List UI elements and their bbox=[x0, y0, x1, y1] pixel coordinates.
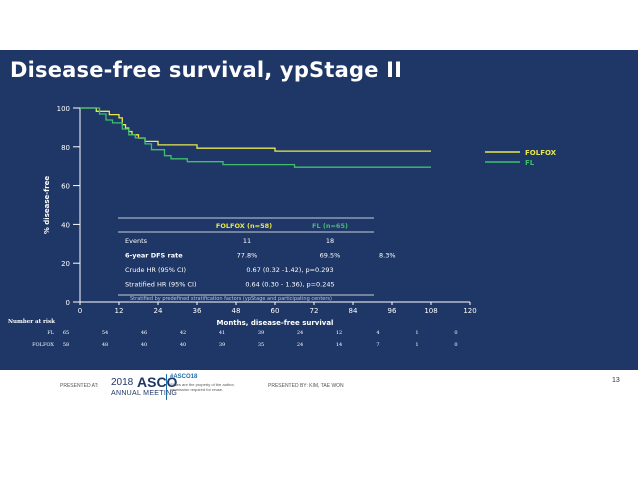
footer-divider bbox=[166, 374, 167, 400]
risk-cell: 54 bbox=[102, 330, 108, 336]
y-tick-label: 100 bbox=[57, 105, 70, 113]
table-row-label: 6-year DFS rate bbox=[125, 252, 183, 260]
dfs-difference-annotation: 8.3% bbox=[379, 252, 396, 260]
risk-cell: 0 bbox=[454, 342, 457, 348]
table-header-folfox: FOLFOX (n=58) bbox=[216, 222, 272, 230]
slide-title: Disease-free survival, ypStage II bbox=[10, 58, 403, 82]
risk-cell: 0 bbox=[454, 330, 457, 336]
x-tick-label: 108 bbox=[424, 307, 437, 315]
risk-row-label: FL bbox=[47, 330, 54, 336]
risk-cell: 14 bbox=[336, 342, 342, 348]
y-tick-label: 20 bbox=[61, 260, 70, 268]
risk-cell: 12 bbox=[336, 330, 342, 336]
table-cell-folfox: 11 bbox=[243, 237, 251, 245]
table-cell-hr: 0.67 (0.32 -1.42), p=0.293 bbox=[246, 266, 333, 274]
asco-year: 2018 bbox=[111, 377, 134, 388]
table-cell-hr: 0.64 (0.30 - 1.36), p=0.245 bbox=[245, 281, 334, 289]
table-row-label: Crude HR (95% CI) bbox=[125, 266, 186, 274]
risk-cell: 4 bbox=[376, 330, 379, 336]
risk-cell: 42 bbox=[180, 330, 186, 336]
footer: PRESENTED AT: 2018 ASCO ANNUAL MEETING #… bbox=[0, 370, 638, 408]
risk-cell: 58 bbox=[63, 342, 69, 348]
risk-cell: 1 bbox=[415, 330, 418, 336]
x-tick-label: 72 bbox=[310, 307, 319, 315]
page-number: 13 bbox=[612, 377, 620, 384]
presented-by-label: PRESENTED BY: KIM, TAE WON bbox=[268, 383, 344, 389]
y-tick-label: 0 bbox=[66, 299, 70, 307]
presented-at-label: PRESENTED AT: bbox=[60, 383, 99, 389]
risk-cell: 40 bbox=[180, 342, 186, 348]
table-row-label: Stratified HR (95% CI) bbox=[125, 281, 196, 289]
slide-panel: Disease-free survival, ypStage II 0 20 40 6… bbox=[0, 50, 638, 370]
slide-notice: Slides are the property of the author, p… bbox=[170, 382, 235, 392]
risk-cell: 24 bbox=[297, 330, 303, 336]
table-cell-folfox: 77.8% bbox=[237, 252, 258, 260]
table-cell-fl: 18 bbox=[326, 237, 334, 245]
hashtag: #ASCO18 bbox=[170, 374, 198, 380]
risk-cell: 46 bbox=[141, 330, 147, 336]
x-tick-label: 84 bbox=[349, 307, 358, 315]
y-tick-label: 60 bbox=[61, 183, 70, 191]
x-tick-label: 60 bbox=[271, 307, 280, 315]
risk-cell: 24 bbox=[297, 342, 303, 348]
x-tick-label: 36 bbox=[193, 307, 202, 315]
risk-cell: 7 bbox=[376, 342, 379, 348]
series-line-folfox bbox=[80, 107, 431, 152]
table-header-fl: FL (n=65) bbox=[312, 222, 348, 230]
table-cell-fl: 69.5% bbox=[320, 252, 341, 260]
x-axis-label: Months, disease-free survival bbox=[217, 319, 334, 327]
x-tick-label: 96 bbox=[388, 307, 397, 315]
risk-cell: 35 bbox=[258, 342, 264, 348]
risk-cell: 40 bbox=[141, 342, 147, 348]
y-axis-label: % disease-free bbox=[43, 176, 51, 235]
x-tick-label: 48 bbox=[232, 307, 241, 315]
risk-cell: 65 bbox=[63, 330, 69, 336]
number-at-risk-title: Number at risk bbox=[8, 319, 55, 325]
x-tick-label: 12 bbox=[115, 307, 124, 315]
asco-meeting-label: ANNUAL MEETING bbox=[111, 390, 178, 397]
risk-cell: 1 bbox=[415, 342, 418, 348]
table-footnote: Stratified by predefined stratification … bbox=[130, 296, 332, 302]
x-tick-label: 0 bbox=[78, 307, 82, 315]
legend-label-fl: FL bbox=[525, 159, 535, 167]
risk-row-label: FOLFOX bbox=[32, 342, 54, 348]
x-tick-label: 120 bbox=[463, 307, 476, 315]
risk-cell: 48 bbox=[102, 342, 108, 348]
y-tick-label: 80 bbox=[61, 144, 70, 152]
x-tick-label: 24 bbox=[154, 307, 163, 315]
risk-cell: 41 bbox=[219, 330, 225, 336]
y-tick-label: 40 bbox=[61, 221, 70, 229]
risk-cell: 39 bbox=[258, 330, 264, 336]
risk-cell: 39 bbox=[219, 342, 225, 348]
legend-label-folfox: FOLFOX bbox=[525, 149, 557, 157]
series-line-fl bbox=[80, 107, 431, 168]
asco-logo: ASCO bbox=[137, 374, 178, 390]
table-row-label: Events bbox=[125, 237, 148, 245]
